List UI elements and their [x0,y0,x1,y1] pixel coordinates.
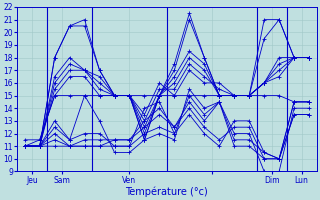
X-axis label: Température (°c): Température (°c) [125,186,208,197]
